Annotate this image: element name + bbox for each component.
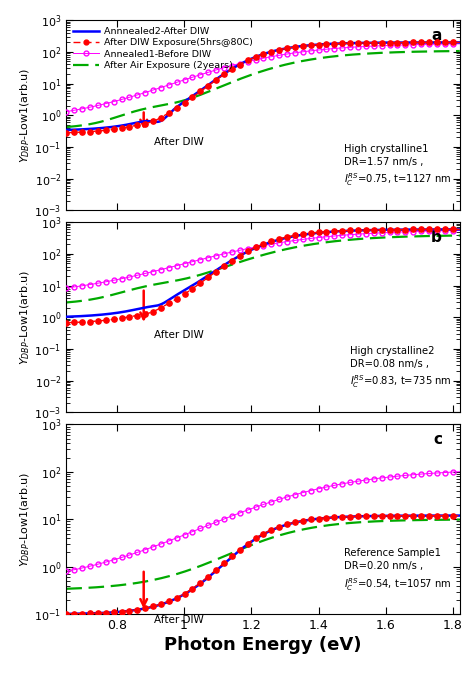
Text: b: b [431, 230, 442, 245]
Y-axis label: $Y_{DBP}$-Low1(arb.u): $Y_{DBP}$-Low1(arb.u) [18, 472, 32, 567]
Text: After DIW: After DIW [154, 616, 203, 626]
Y-axis label: $Y_{DBP}$-Low1(arb.u): $Y_{DBP}$-Low1(arb.u) [18, 68, 32, 163]
Text: a: a [432, 28, 442, 43]
Text: c: c [433, 432, 442, 447]
Text: After DIW: After DIW [154, 329, 203, 340]
Text: After DIW: After DIW [154, 137, 203, 147]
Text: High crystalline1
DR=1.57 nm/s ,
$I_C^{RS}$=0.75, t=1127 nm: High crystalline1 DR=1.57 nm/s , $I_C^{R… [344, 144, 452, 188]
Legend: Annnealed2-After DIW, After DIW Exposure(5hrs@80C), Annealed1-Before DIW, After : Annnealed2-After DIW, After DIW Exposure… [71, 25, 255, 72]
Text: Reference Sample1
DR=0.20 nm/s ,
$I_C^{RS}$=0.54, t=1057 nm: Reference Sample1 DR=0.20 nm/s , $I_C^{R… [344, 548, 452, 593]
Y-axis label: $Y_{DBP}$-Low1(arb.u): $Y_{DBP}$-Low1(arb.u) [18, 270, 32, 364]
X-axis label: Photon Energy (eV): Photon Energy (eV) [164, 637, 362, 654]
Text: High crystalline2
DR=0.08 nm/s ,
$I_C^{RS}$=0.83, t=735 nm: High crystalline2 DR=0.08 nm/s , $I_C^{R… [350, 346, 452, 390]
